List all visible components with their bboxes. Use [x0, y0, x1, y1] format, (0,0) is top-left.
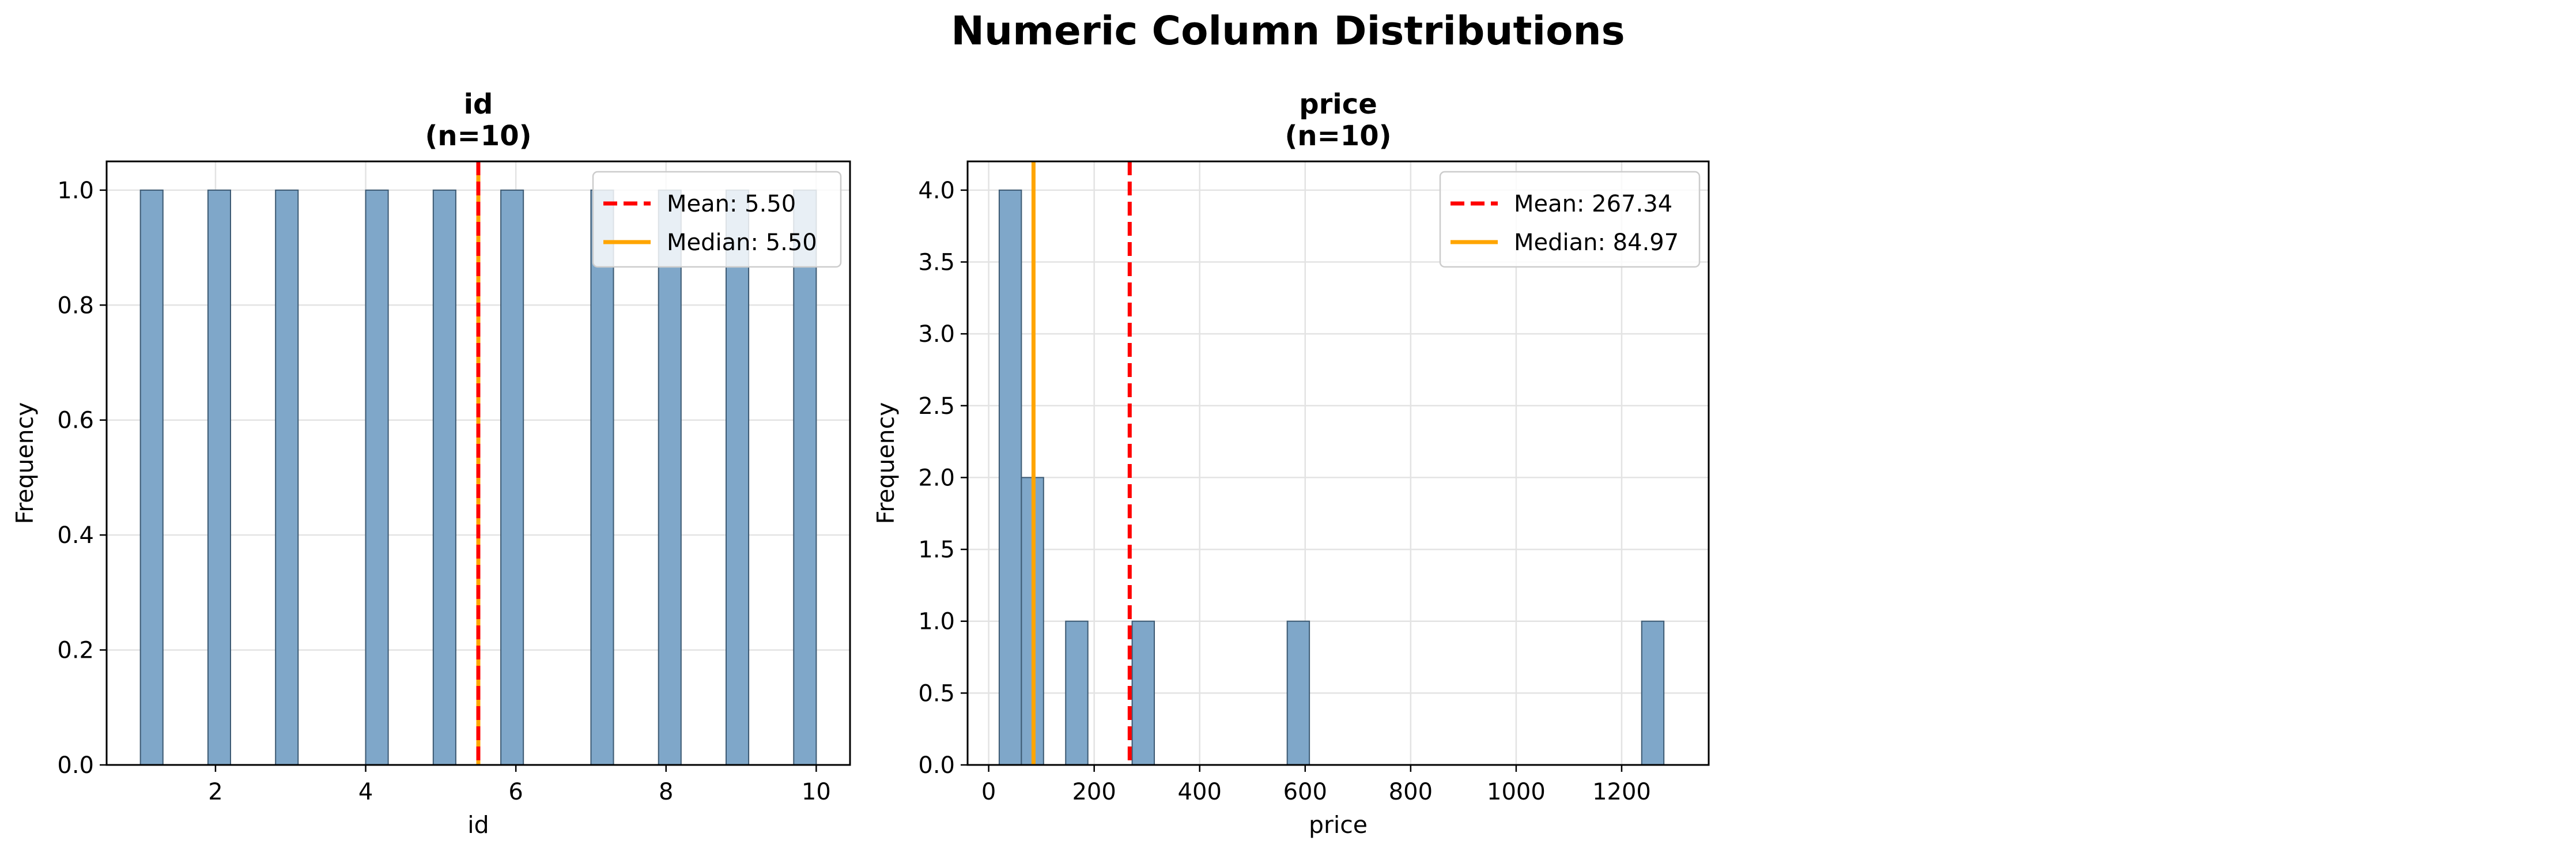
- y-tick-label: 4.0: [918, 178, 955, 204]
- histogram-bar: [658, 189, 682, 766]
- histogram-bar: [1131, 620, 1155, 766]
- y-tick-label: 0.0: [918, 752, 955, 779]
- y-tick-label: 1.0: [57, 178, 94, 204]
- histogram-bar: [793, 189, 817, 766]
- x-tick-label: 2: [208, 779, 222, 805]
- panel-subtitle: (n=10): [1285, 120, 1391, 152]
- histogram-bar: [998, 189, 1022, 766]
- y-tick-label: 0.6: [57, 408, 94, 434]
- histogram-bar: [1065, 620, 1089, 766]
- y-tick-label: 1.5: [918, 537, 955, 563]
- panel-subtitle: (n=10): [425, 120, 531, 152]
- y-tick-label: 3.0: [918, 321, 955, 348]
- x-tick-label: 6: [508, 779, 523, 805]
- legend-label-mean: Mean: 5.50: [667, 191, 796, 217]
- histogram-bar: [275, 189, 299, 766]
- histogram-bar: [590, 189, 614, 766]
- y-tick-label: 0.2: [57, 638, 94, 664]
- x-tick-label: 600: [1283, 779, 1327, 805]
- y-tick-label: 0.0: [57, 752, 94, 779]
- y-tick-label: 1.0: [918, 609, 955, 635]
- y-axis-label: Frequency: [11, 402, 39, 525]
- x-tick-label: 400: [1178, 779, 1222, 805]
- y-tick-label: 0.4: [57, 522, 94, 549]
- legend-box: [1439, 171, 1701, 268]
- x-tick-label: 8: [659, 779, 673, 805]
- histogram-bar: [500, 189, 524, 766]
- x-tick-label: 200: [1072, 779, 1116, 805]
- y-tick-label: 2.5: [918, 393, 955, 420]
- histogram-bar: [365, 189, 389, 766]
- x-tick-label: 4: [358, 779, 373, 805]
- x-tick-label: 1000: [1487, 779, 1546, 805]
- x-axis-label: price: [1309, 811, 1368, 839]
- y-tick-label: 0.8: [57, 292, 94, 319]
- panel-title: id: [464, 88, 493, 120]
- histogram-bar: [726, 189, 750, 766]
- x-tick-label: 1200: [1592, 779, 1651, 805]
- histogram-bar: [1641, 620, 1665, 766]
- y-axis-label: Frequency: [872, 402, 900, 525]
- legend-label-mean: Mean: 267.34: [1514, 191, 1672, 217]
- panel-title: price: [1299, 88, 1377, 120]
- x-tick-label: 0: [981, 779, 996, 805]
- x-tick-label: 10: [802, 779, 831, 805]
- legend-label-median: Median: 84.97: [1514, 229, 1679, 256]
- histogram-bar: [432, 189, 456, 766]
- y-tick-label: 2.0: [918, 465, 955, 491]
- x-axis-label: id: [467, 811, 489, 839]
- axes-frame: [105, 160, 851, 766]
- histogram-bar: [139, 189, 164, 766]
- figure-title: Numeric Column Distributions: [951, 8, 1625, 54]
- legend-label-median: Median: 5.50: [667, 229, 817, 256]
- histogram-bar: [207, 189, 231, 766]
- y-tick-label: 0.5: [918, 680, 955, 707]
- histogram-panel-price: 0 200 400 600 800 1000 1200 0.0 0.5 1.0 1.5 2.0 2.5 3…: [872, 88, 1710, 839]
- x-tick-label: 800: [1389, 779, 1433, 805]
- axes-frame: [966, 160, 1710, 766]
- y-tick-label: 3.5: [918, 250, 955, 276]
- legend-box: [592, 171, 842, 268]
- histogram-bar: [1286, 620, 1310, 766]
- histogram-panel-id: 2 4 6 8 100.00.20.40.60.81.0idFrequencyid(n=…: [11, 88, 851, 839]
